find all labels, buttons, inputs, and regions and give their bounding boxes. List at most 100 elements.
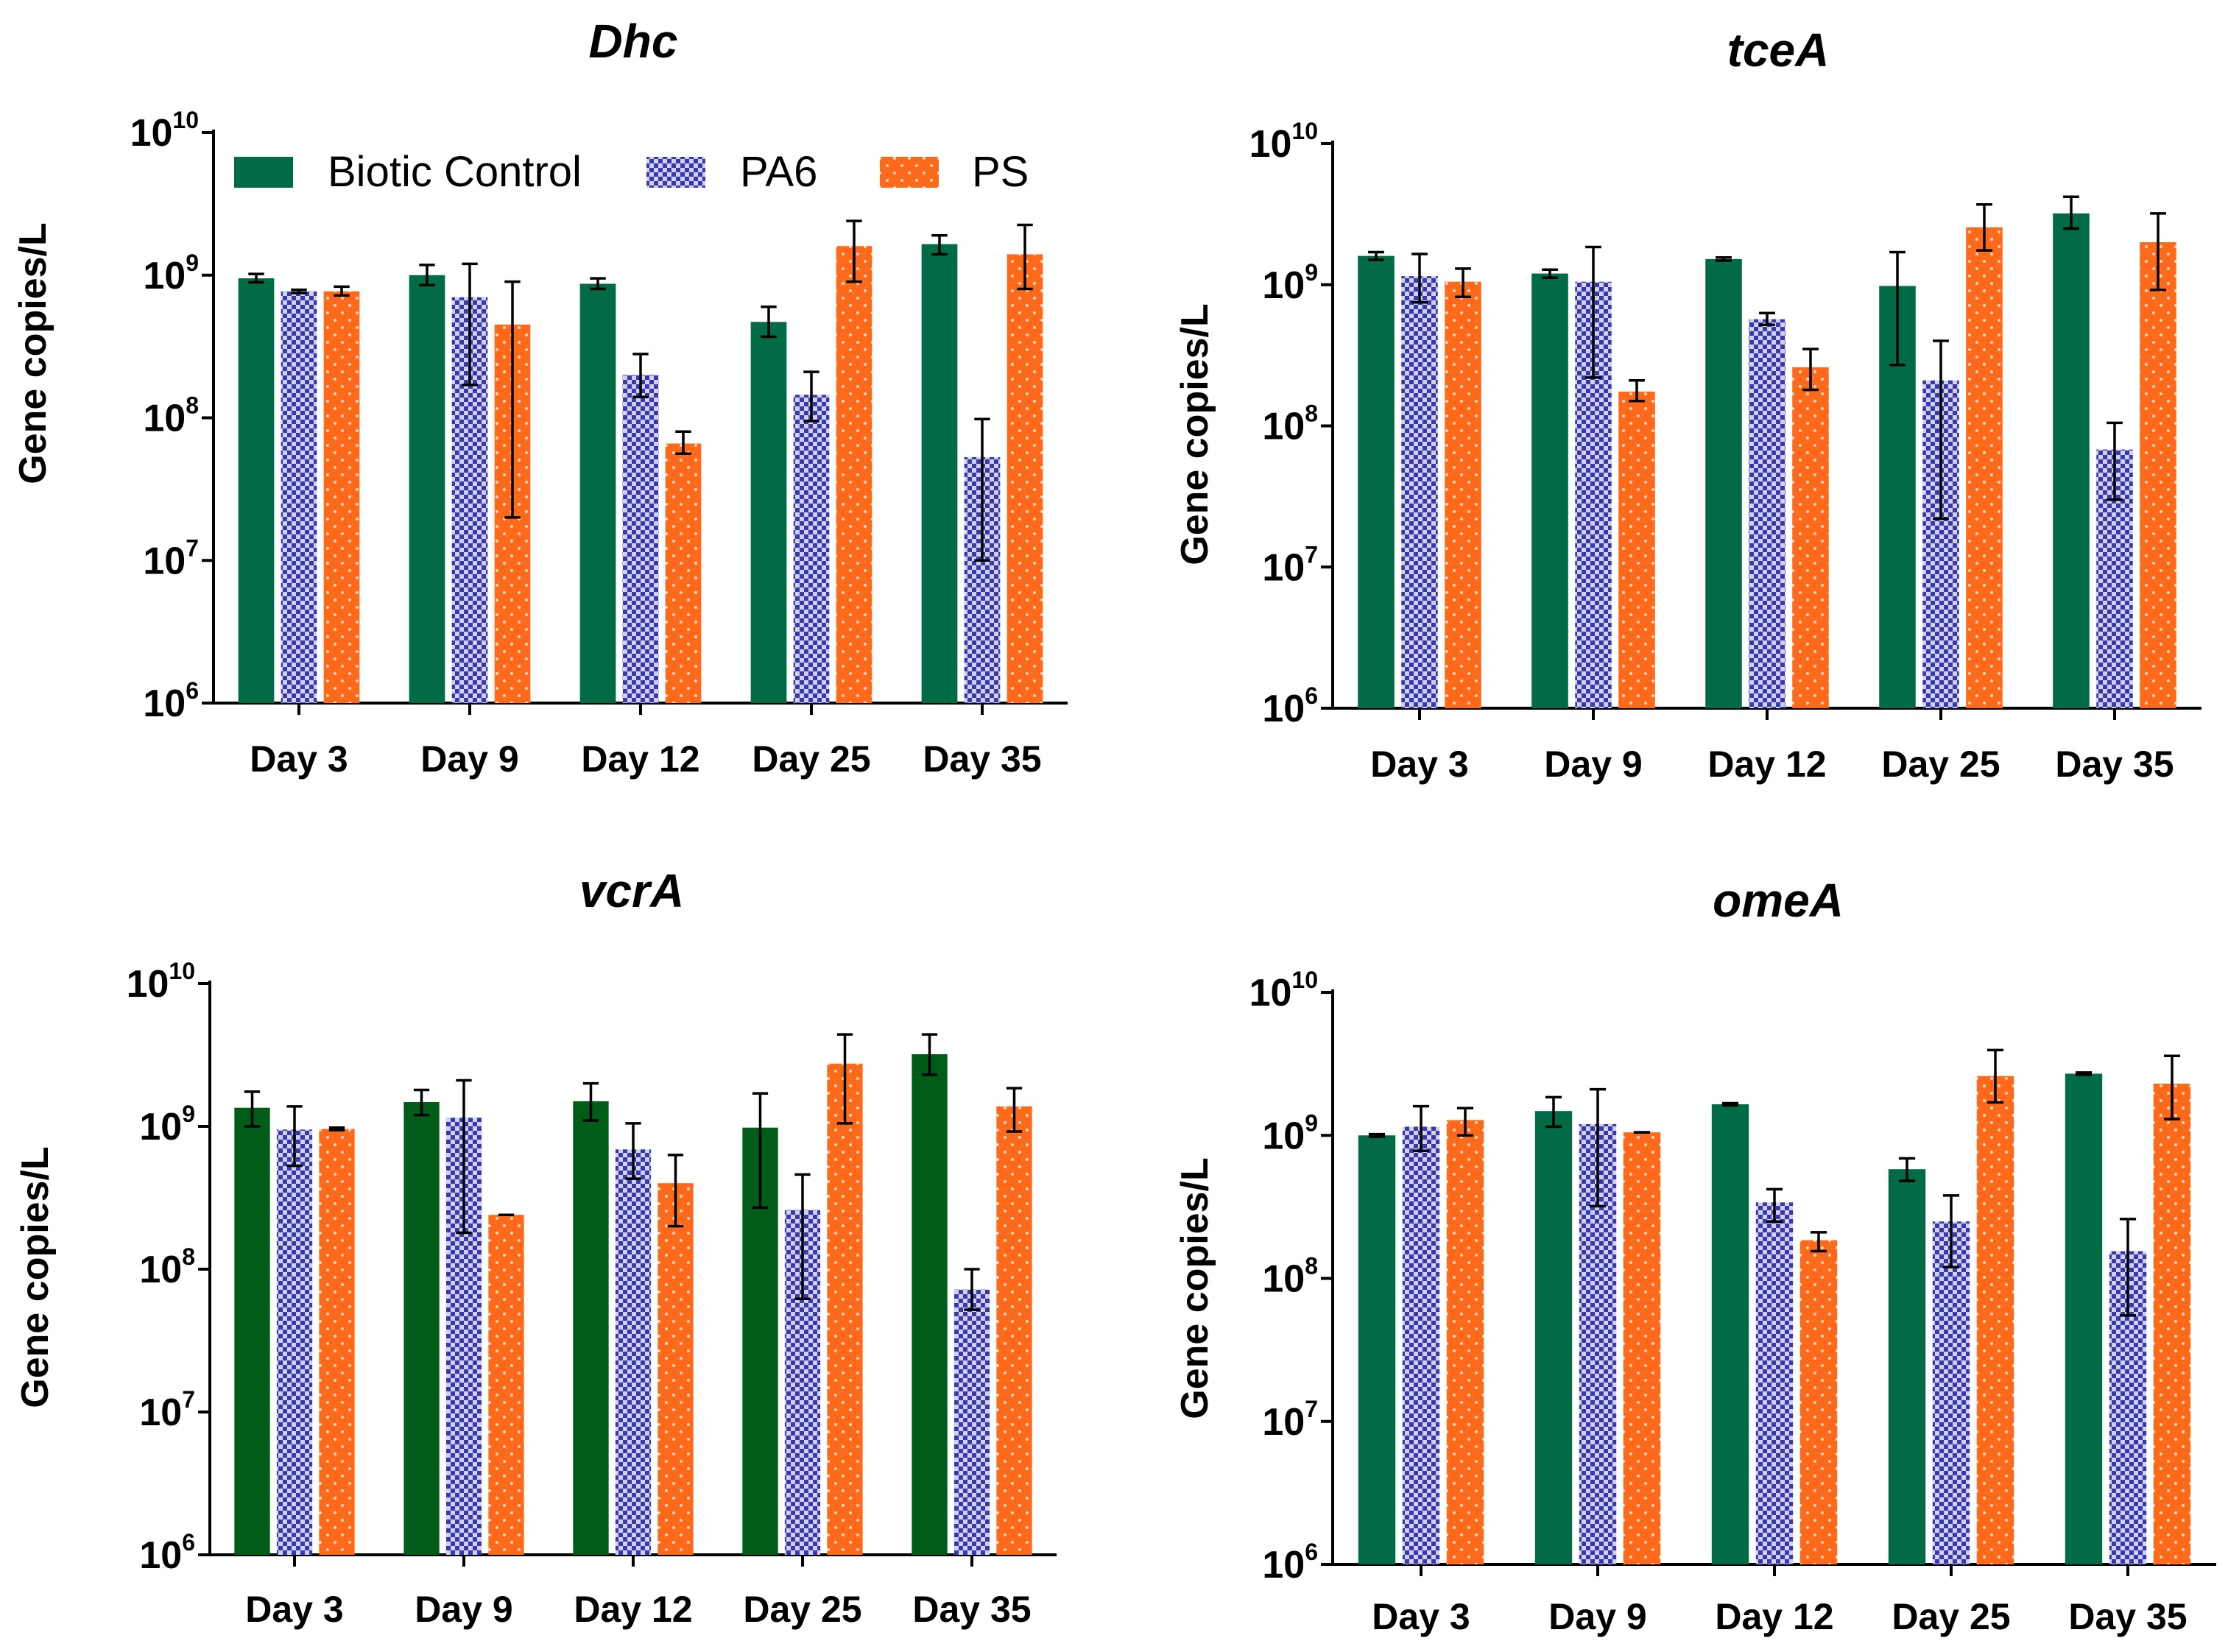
bar-pa6 bbox=[793, 395, 830, 703]
y-tick-base: 10 bbox=[143, 540, 186, 582]
bar-ps bbox=[1966, 227, 2003, 709]
y-tick-exponent: 10 bbox=[172, 107, 199, 133]
bar-biotic-control bbox=[1534, 1111, 1573, 1564]
chart-title: tceA bbox=[1727, 24, 1830, 77]
bar-ps bbox=[1623, 1132, 1661, 1564]
bar-biotic-control bbox=[234, 1107, 270, 1555]
bar-ps bbox=[1007, 254, 1043, 703]
legend-swatch-biotic-control bbox=[234, 157, 293, 188]
bar-ps bbox=[1446, 1120, 1484, 1564]
chart-title: vcrA bbox=[579, 864, 684, 917]
y-tick-label: 107 bbox=[1262, 1396, 1318, 1444]
bar-biotic-control bbox=[2053, 213, 2090, 709]
y-tick-exponent: 7 bbox=[186, 534, 199, 561]
bar-ps bbox=[323, 291, 360, 703]
y-tick-base: 10 bbox=[139, 1106, 182, 1148]
y-tick-exponent: 8 bbox=[182, 1243, 195, 1270]
bar-pa6 bbox=[1402, 1126, 1440, 1564]
y-tick-base: 10 bbox=[1262, 1401, 1305, 1444]
y-tick-base: 10 bbox=[139, 1391, 182, 1434]
bar-pa6 bbox=[1749, 319, 1785, 708]
legend-swatch-ps bbox=[880, 157, 939, 188]
y-axis-label: Gene copies/L bbox=[12, 222, 54, 484]
bar-pa6 bbox=[953, 1289, 990, 1555]
legend-label-pa6: PA6 bbox=[740, 148, 817, 196]
y-tick-base: 10 bbox=[139, 1534, 182, 1577]
y-tick-exponent: 9 bbox=[182, 1101, 195, 1127]
y-tick-exponent: 10 bbox=[1291, 967, 1318, 993]
bar-ps bbox=[2140, 242, 2176, 709]
x-category-label: Day 12 bbox=[1715, 1596, 1833, 1637]
y-tick-label: 1010 bbox=[130, 107, 199, 155]
x-category-label: Day 25 bbox=[1892, 1596, 2010, 1637]
y-tick-exponent: 6 bbox=[1305, 682, 1318, 709]
y-tick-label: 1010 bbox=[1249, 967, 1318, 1014]
bar-ps bbox=[827, 1063, 863, 1555]
bar-ps bbox=[1618, 391, 1655, 708]
y-tick-label: 108 bbox=[1262, 1253, 1318, 1301]
y-tick-label: 106 bbox=[1262, 1539, 1318, 1586]
y-tick-base: 10 bbox=[1262, 264, 1305, 307]
x-category-label: Day 35 bbox=[2068, 1596, 2187, 1637]
bar-pa6 bbox=[1932, 1221, 1970, 1564]
y-tick-base: 10 bbox=[1262, 1115, 1305, 1157]
x-category-label: Day 25 bbox=[1881, 744, 2000, 785]
y-axis-label: Gene copies/L bbox=[1174, 1157, 1216, 1419]
y-tick-label: 107 bbox=[1262, 541, 1318, 589]
bar-biotic-control bbox=[1705, 258, 1742, 709]
legend-swatch-pa6 bbox=[646, 157, 705, 188]
y-tick-base: 10 bbox=[139, 1249, 182, 1291]
y-tick-base: 10 bbox=[127, 963, 169, 1006]
x-category-label: Day 12 bbox=[574, 1589, 692, 1630]
y-tick-label: 108 bbox=[143, 392, 199, 440]
y-tick-base: 10 bbox=[130, 112, 173, 155]
y-tick-label: 106 bbox=[143, 677, 199, 725]
chart-title: omeA bbox=[1713, 874, 1844, 927]
y-tick-exponent: 9 bbox=[186, 250, 199, 276]
x-category-label: Day 12 bbox=[1707, 744, 1826, 785]
y-tick-base: 10 bbox=[1262, 688, 1305, 730]
y-tick-base: 10 bbox=[143, 255, 186, 297]
bar-ps bbox=[658, 1183, 694, 1555]
bar-biotic-control bbox=[1888, 1169, 1926, 1564]
legend: Biotic Control PA6 PS bbox=[234, 148, 1029, 196]
x-category-label: Day 25 bbox=[752, 738, 870, 780]
x-category-label: Day 9 bbox=[1548, 1596, 1646, 1637]
legend-label-ps: PS bbox=[972, 148, 1029, 196]
bar-biotic-control bbox=[1711, 1104, 1749, 1564]
y-tick-base: 10 bbox=[1249, 123, 1292, 166]
y-tick-label: 106 bbox=[1262, 682, 1318, 730]
y-tick-exponent: 10 bbox=[1291, 118, 1318, 144]
x-category-label: Day 9 bbox=[420, 738, 518, 780]
y-tick-label: 106 bbox=[139, 1529, 195, 1577]
bar-biotic-control bbox=[1358, 1135, 1396, 1564]
bar-ps bbox=[488, 1215, 524, 1555]
y-tick-label: 109 bbox=[139, 1101, 195, 1148]
y-tick-exponent: 8 bbox=[186, 392, 199, 419]
y-tick-label: 1010 bbox=[127, 958, 195, 1006]
y-tick-exponent: 6 bbox=[186, 677, 199, 704]
bar-pa6 bbox=[615, 1149, 652, 1555]
x-category-label: Day 3 bbox=[1370, 744, 1468, 785]
y-axis-label: Gene copies/L bbox=[14, 1146, 57, 1408]
bar-biotic-control bbox=[409, 275, 445, 703]
y-tick-label: 108 bbox=[139, 1243, 195, 1291]
x-category-label: Day 12 bbox=[581, 738, 699, 780]
y-tick-exponent: 8 bbox=[1305, 400, 1318, 427]
bar-biotic-control bbox=[1531, 273, 1568, 708]
y-tick-label: 107 bbox=[143, 534, 199, 582]
y-tick-base: 10 bbox=[143, 398, 186, 440]
bar-pa6 bbox=[1401, 276, 1438, 708]
bar-biotic-control bbox=[573, 1101, 609, 1555]
bar-biotic-control bbox=[403, 1101, 440, 1555]
legend-label-biotic-control: Biotic Control bbox=[328, 148, 582, 196]
y-tick-exponent: 7 bbox=[182, 1386, 195, 1413]
y-tick-base: 10 bbox=[1262, 1258, 1305, 1301]
bar-biotic-control bbox=[921, 244, 958, 703]
y-tick-exponent: 8 bbox=[1305, 1253, 1318, 1279]
y-tick-label: 108 bbox=[1262, 400, 1318, 448]
y-axis-label: Gene copies/L bbox=[1174, 303, 1216, 565]
